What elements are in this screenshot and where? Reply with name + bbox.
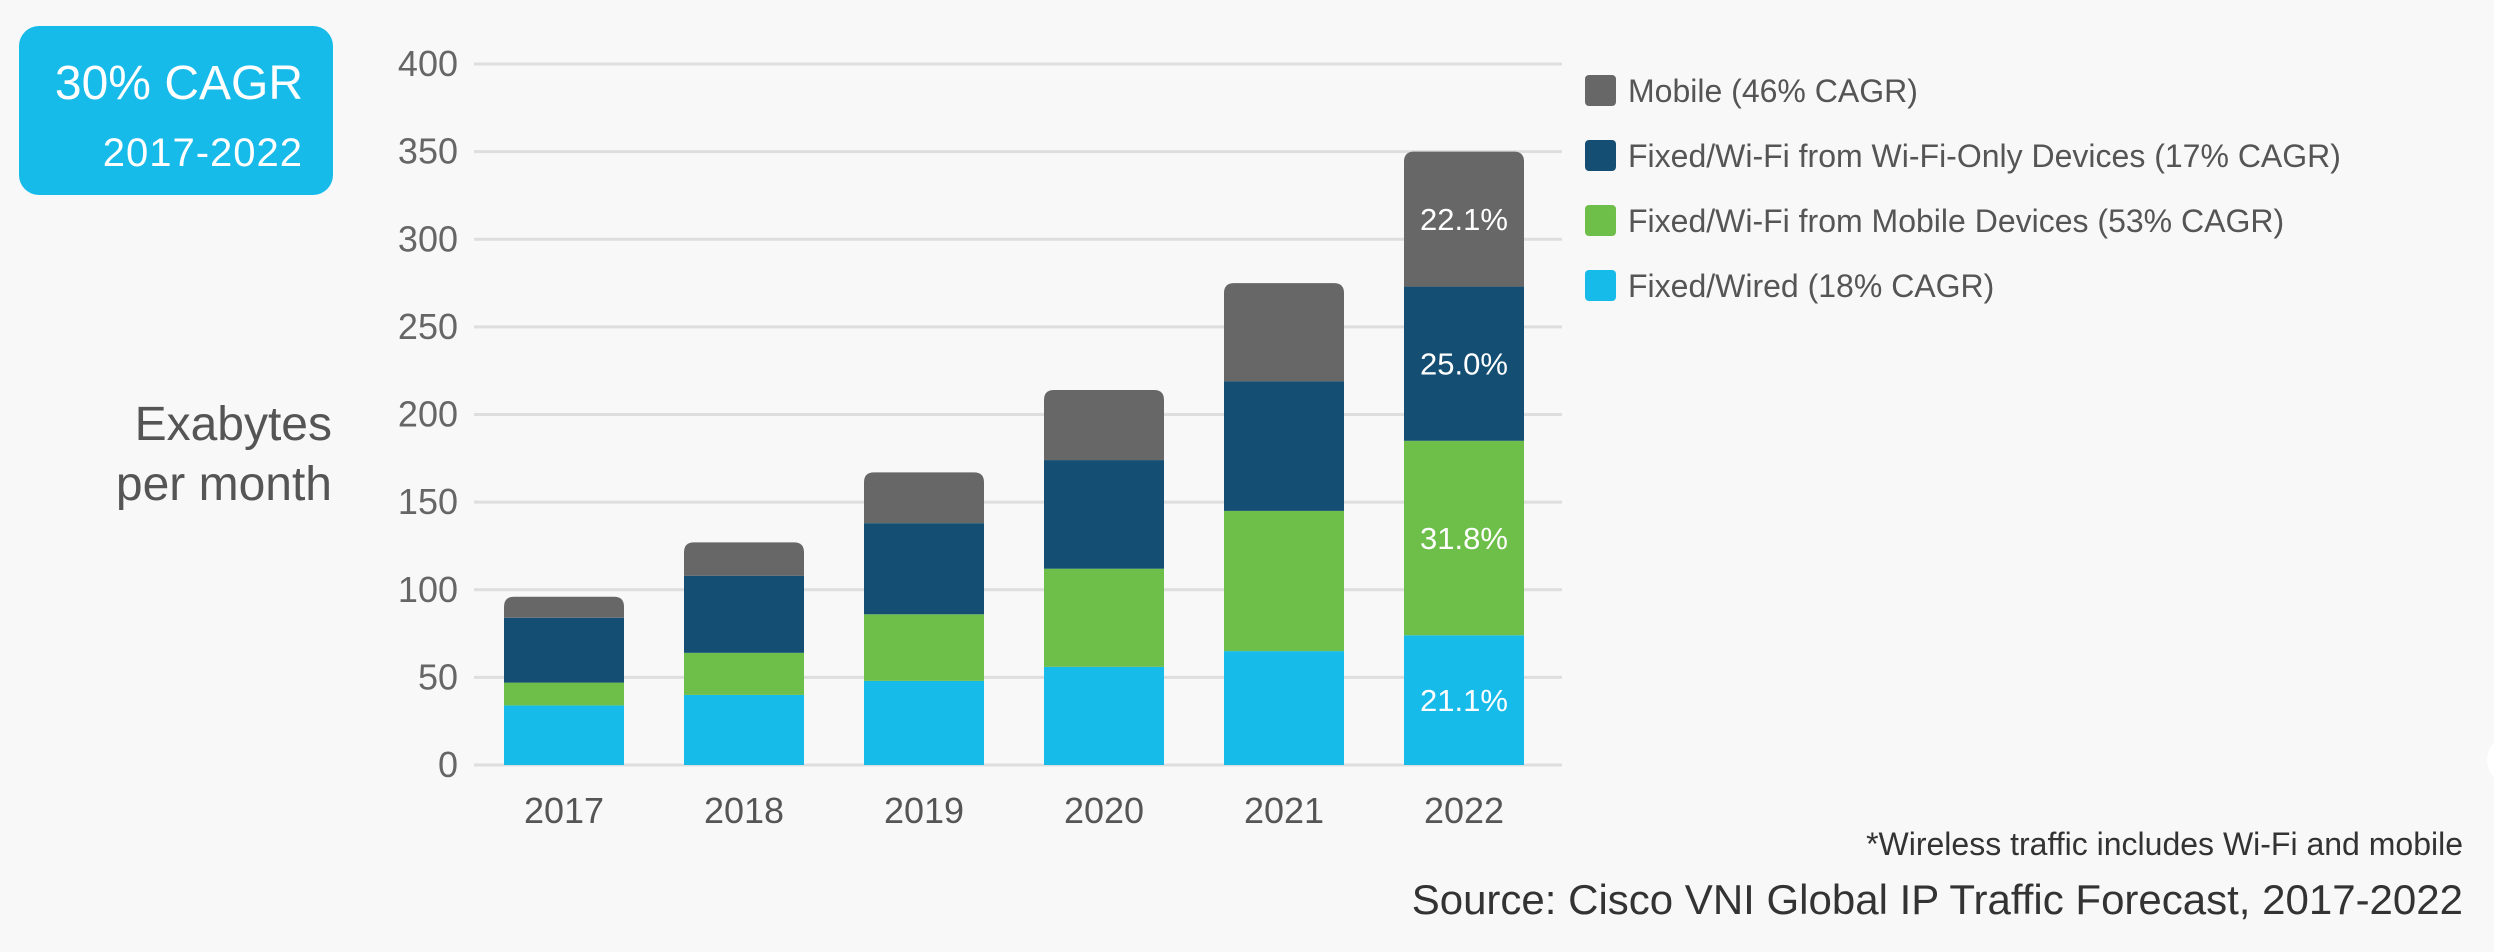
cagr-badge: 30% CAGR 2017-2022 xyxy=(19,26,333,195)
bar-segment xyxy=(504,682,624,706)
x-tick-label: 2018 xyxy=(704,790,784,831)
y-tick-label: 100 xyxy=(398,569,458,610)
y-axis-label: Exabytes per month xyxy=(116,395,332,515)
legend-swatch xyxy=(1585,205,1616,236)
legend-swatch xyxy=(1585,270,1616,301)
data-label: 22.1% xyxy=(1420,202,1508,237)
bar-segment xyxy=(504,617,624,683)
bar-segment xyxy=(684,694,804,765)
x-axis-ticks: 2017 2018 2019 2020 2021 2022 xyxy=(524,790,1504,831)
legend-item: Fixed/Wi-Fi from Mobile Devices (53% CAG… xyxy=(1585,188,2341,253)
bar-segment xyxy=(1224,510,1344,652)
data-labels: 21.1% 31.8% 25.0% 22.1% xyxy=(1420,202,1508,718)
x-tick-label: 2021 xyxy=(1244,790,1324,831)
bar-segment xyxy=(1404,635,1524,765)
bar-segment xyxy=(1404,440,1524,636)
x-tick-label: 2020 xyxy=(1064,790,1144,831)
bar-segment xyxy=(1404,286,1524,441)
bar-segment xyxy=(864,614,984,681)
y-tick-label: 350 xyxy=(398,131,458,172)
y-axis-label-line-2: per month xyxy=(115,458,332,511)
bar-segment xyxy=(1404,151,1524,287)
y-tick-label: 50 xyxy=(418,656,458,697)
x-tick-label: 2017 xyxy=(524,790,604,831)
bar-segment xyxy=(1044,568,1164,667)
footnote: *Wireless traffic includes Wi-Fi and mob… xyxy=(1866,826,2463,862)
y-tick-label: 400 xyxy=(398,43,458,84)
legend-item: Fixed/Wi-Fi from Wi-Fi-Only Devices (17%… xyxy=(1585,123,2341,188)
legend-swatch xyxy=(1585,140,1616,171)
data-label: 31.8% xyxy=(1420,521,1508,556)
y-tick-label: 200 xyxy=(398,394,458,435)
y-axis-label-line-1: Exabytes xyxy=(134,398,332,451)
legend: Mobile (46% CAGR) Fixed/Wi-Fi from Wi-Fi-… xyxy=(1585,58,2341,318)
cagr-headline: 30% CAGR xyxy=(54,57,303,110)
edge-circle-decoration xyxy=(2487,735,2494,785)
bar-segment xyxy=(864,680,984,765)
legend-item: Mobile (46% CAGR) xyxy=(1585,58,2341,123)
legend-label: Mobile (46% CAGR) xyxy=(1628,72,1918,109)
bars xyxy=(504,151,1524,765)
bar-segment xyxy=(1224,381,1344,511)
legend-item: Fixed/Wired (18% CAGR) xyxy=(1585,253,2341,318)
source-citation: Source: Cisco VNI Global IP Traffic Fore… xyxy=(1411,876,2463,923)
bar-segment xyxy=(1044,666,1164,765)
legend-label: Fixed/Wired (18% CAGR) xyxy=(1628,267,1995,304)
legend-label: Fixed/Wi-Fi from Mobile Devices (53% CAG… xyxy=(1628,202,2285,239)
y-axis-ticks: 0 50 100 150 200 250 300 350 400 xyxy=(398,43,458,785)
bar-segment xyxy=(684,575,804,653)
bar-segment xyxy=(864,523,984,615)
x-tick-label: 2019 xyxy=(884,790,964,831)
y-tick-label: 300 xyxy=(398,218,458,259)
bar-segment xyxy=(504,705,624,765)
bar-segment xyxy=(1044,389,1164,461)
bar-segment xyxy=(1224,651,1344,765)
x-tick-label: 2022 xyxy=(1424,790,1504,831)
legend-swatch xyxy=(1585,75,1616,106)
y-tick-label: 0 xyxy=(438,744,458,785)
bar-segment xyxy=(504,596,624,618)
bar-segment xyxy=(684,652,804,695)
bar-segment xyxy=(1044,460,1164,569)
bar-segment xyxy=(864,472,984,524)
y-tick-label: 150 xyxy=(398,481,458,522)
bar-segment xyxy=(1224,283,1344,382)
legend-label: Fixed/Wi-Fi from Wi-Fi-Only Devices (17%… xyxy=(1628,137,2341,174)
gridlines xyxy=(474,62,1562,767)
y-tick-label: 250 xyxy=(398,306,458,347)
data-label: 21.1% xyxy=(1420,683,1508,718)
data-label: 25.0% xyxy=(1420,347,1508,382)
bar-segment xyxy=(684,542,804,576)
cagr-period: 2017-2022 xyxy=(102,131,303,175)
